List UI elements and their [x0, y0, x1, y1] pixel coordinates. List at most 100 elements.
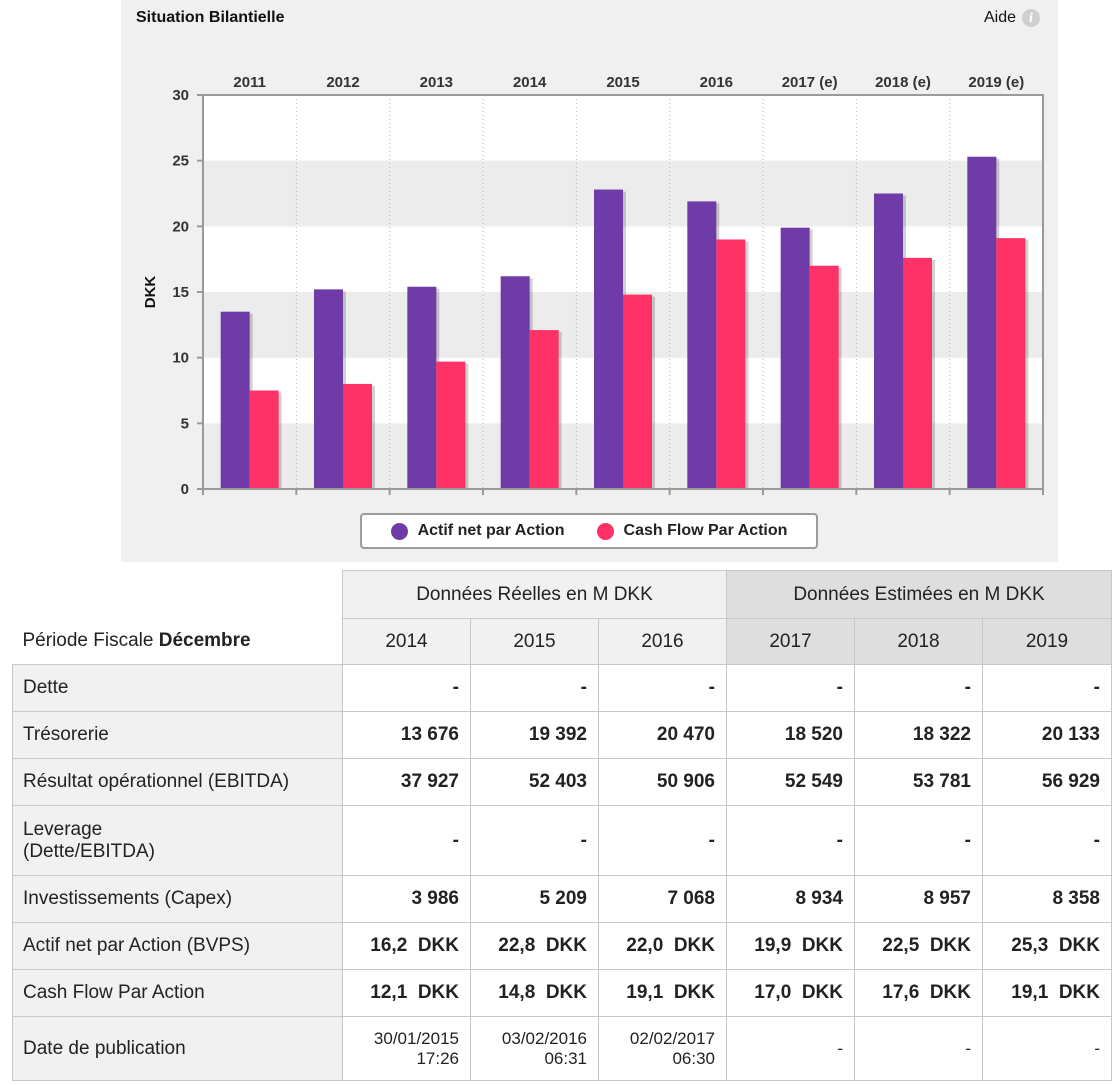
publication-date: 03/02/2016 [501, 1028, 587, 1048]
row-label: Actif net par Action (BVPS) [12, 922, 343, 970]
row-label-line: Leverage [23, 818, 103, 840]
table-cell: - [470, 664, 599, 712]
bar-cash-flow [436, 361, 466, 489]
row-label: Investissements (Capex) [12, 875, 343, 923]
bar-cash-flow [809, 265, 839, 489]
chart-panel: Situation Bilantielle Aide i 0 5 10 15 20 25 3… [121, 0, 1058, 562]
year-header: 2019 [982, 618, 1112, 665]
bar-actif-net [780, 227, 810, 489]
table-cell: - [598, 805, 727, 876]
table-row-bvps: Actif net par Action (BVPS) 16,2 DKK 22,… [12, 922, 1112, 970]
bar-cash-flow [623, 294, 652, 489]
row-label: Dette [12, 664, 343, 712]
table-cell: 20 470 [598, 711, 727, 759]
table-row-capex: Investissements (Capex) 3 986 5 209 7 06… [12, 875, 1112, 923]
table-row-tresorerie: Trésorerie 13 676 19 392 20 470 18 520 1… [12, 711, 1112, 759]
year-header: 2014 [342, 618, 471, 665]
row-label: Résultat opérationnel (EBITDA) [12, 758, 343, 806]
table-cell: 19,1 DKK [982, 969, 1112, 1017]
table-cell: 22,5 DKK [854, 922, 983, 970]
table-row-ebitda: Résultat opérationnel (EBITDA) 37 927 52… [12, 758, 1112, 806]
table-cell: 19,1 DKK [598, 969, 727, 1017]
table-cell: 30/01/2015 17:26 [342, 1016, 471, 1081]
y-tick-label: 25 [172, 153, 189, 170]
period-value: Décembre [158, 630, 251, 651]
bar-cash-flow [529, 330, 559, 489]
bar-cash-flow [249, 390, 279, 489]
legend-item-actif-net[interactable]: Actif net par Action [390, 522, 565, 540]
legend-item-cash-flow[interactable]: Cash Flow Par Action [596, 522, 788, 540]
bar-cash-flow [996, 238, 1026, 489]
table-cell: 8 934 [726, 875, 855, 923]
bar-actif-net [874, 193, 903, 489]
bar-cash-flow [903, 257, 932, 489]
chart-legend: Actif net par Action Cash Flow Par Actio… [360, 513, 818, 549]
x-tick-label: 2012 [326, 74, 359, 91]
table-cell: 25,3 DKK [982, 922, 1112, 970]
bar-chart: 0 5 10 15 20 25 30 2011 2012 2013 2014 2015 2016 2017… [142, 74, 1044, 498]
bar-actif-net [687, 201, 717, 489]
table-cell: 8 957 [854, 875, 983, 923]
table-cell: 13 676 [342, 711, 471, 759]
table-cell: 19 392 [470, 711, 599, 759]
table-cell: - [598, 664, 727, 712]
table-cell: 5 209 [470, 875, 599, 923]
table-cell: - [726, 805, 855, 876]
x-tick-label: 2019 (e) [968, 74, 1024, 91]
x-tick-label: 2014 [513, 74, 547, 91]
bar-actif-net [407, 286, 437, 489]
bar-cash-flow [716, 239, 746, 489]
period-cell: Période Fiscale Décembre [12, 570, 343, 665]
table-cell: 19,9 DKK [726, 922, 855, 970]
grid-band [203, 95, 1043, 161]
bar-actif-net [594, 189, 623, 489]
help-link[interactable]: Aide i [984, 9, 1040, 27]
y-tick-label: 5 [181, 415, 189, 432]
chart-title: Situation Bilantielle [136, 9, 285, 26]
year-header: 2016 [598, 618, 727, 665]
table-cell: 7 068 [598, 875, 727, 923]
table-cell: 52 549 [726, 758, 855, 806]
bar-actif-net [314, 289, 343, 489]
y-tick-label: 0 [181, 481, 189, 498]
row-label: Date de publication [12, 1016, 343, 1081]
table-cell: - [854, 1016, 983, 1081]
table-row-publication-date: Date de publication 30/01/2015 17:26 03/… [12, 1016, 1112, 1081]
year-header: 2018 [854, 618, 983, 665]
table-cell: 17,0 DKK [726, 969, 855, 1017]
table-cell: 50 906 [598, 758, 727, 806]
table-cell: - [982, 1016, 1112, 1081]
table-cell: 53 781 [854, 758, 983, 806]
help-label: Aide [983, 9, 1016, 26]
table-cell: 52 403 [470, 758, 599, 806]
table-cell: 12,1 DKK [342, 969, 471, 1017]
table-cell: 18 520 [726, 711, 855, 759]
bar-actif-net [220, 311, 250, 489]
bar-actif-net [500, 276, 530, 489]
y-tick-label: 20 [172, 218, 189, 235]
legend-label-cash-flow: Cash Flow Par Action [623, 522, 788, 539]
publication-time: 06:30 [672, 1048, 715, 1068]
table-cell: 18 322 [854, 711, 983, 759]
publication-date: 02/02/2017 [629, 1028, 715, 1048]
y-tick-label: 30 [172, 87, 189, 104]
table-cell: 3 986 [342, 875, 471, 923]
table-cell: 20 133 [982, 711, 1112, 759]
x-tick-label: 2017 (e) [782, 74, 838, 91]
table-cell: 14,8 DKK [470, 969, 599, 1017]
table-cell: 22,8 DKK [470, 922, 599, 970]
x-tick-label: 2016 [700, 74, 733, 91]
table-row-cash-flow: Cash Flow Par Action 12,1 DKK 14,8 DKK 1… [12, 969, 1112, 1017]
row-label: Trésorerie [12, 711, 343, 759]
bar-cash-flow [343, 383, 372, 489]
publication-date: 30/01/2015 [373, 1028, 459, 1048]
group-header-real: Données Réelles en M DKK [342, 570, 727, 619]
x-tick-label: 2011 [233, 74, 266, 91]
table-cell: 37 927 [342, 758, 471, 806]
group-header-estimated: Données Estimées en M DKK [726, 570, 1112, 619]
info-icon[interactable]: i [1022, 9, 1040, 27]
year-header: 2015 [470, 618, 599, 665]
y-axis-title: DKK [142, 276, 159, 309]
year-header: 2017 [726, 618, 855, 665]
table-cell: - [470, 805, 599, 876]
